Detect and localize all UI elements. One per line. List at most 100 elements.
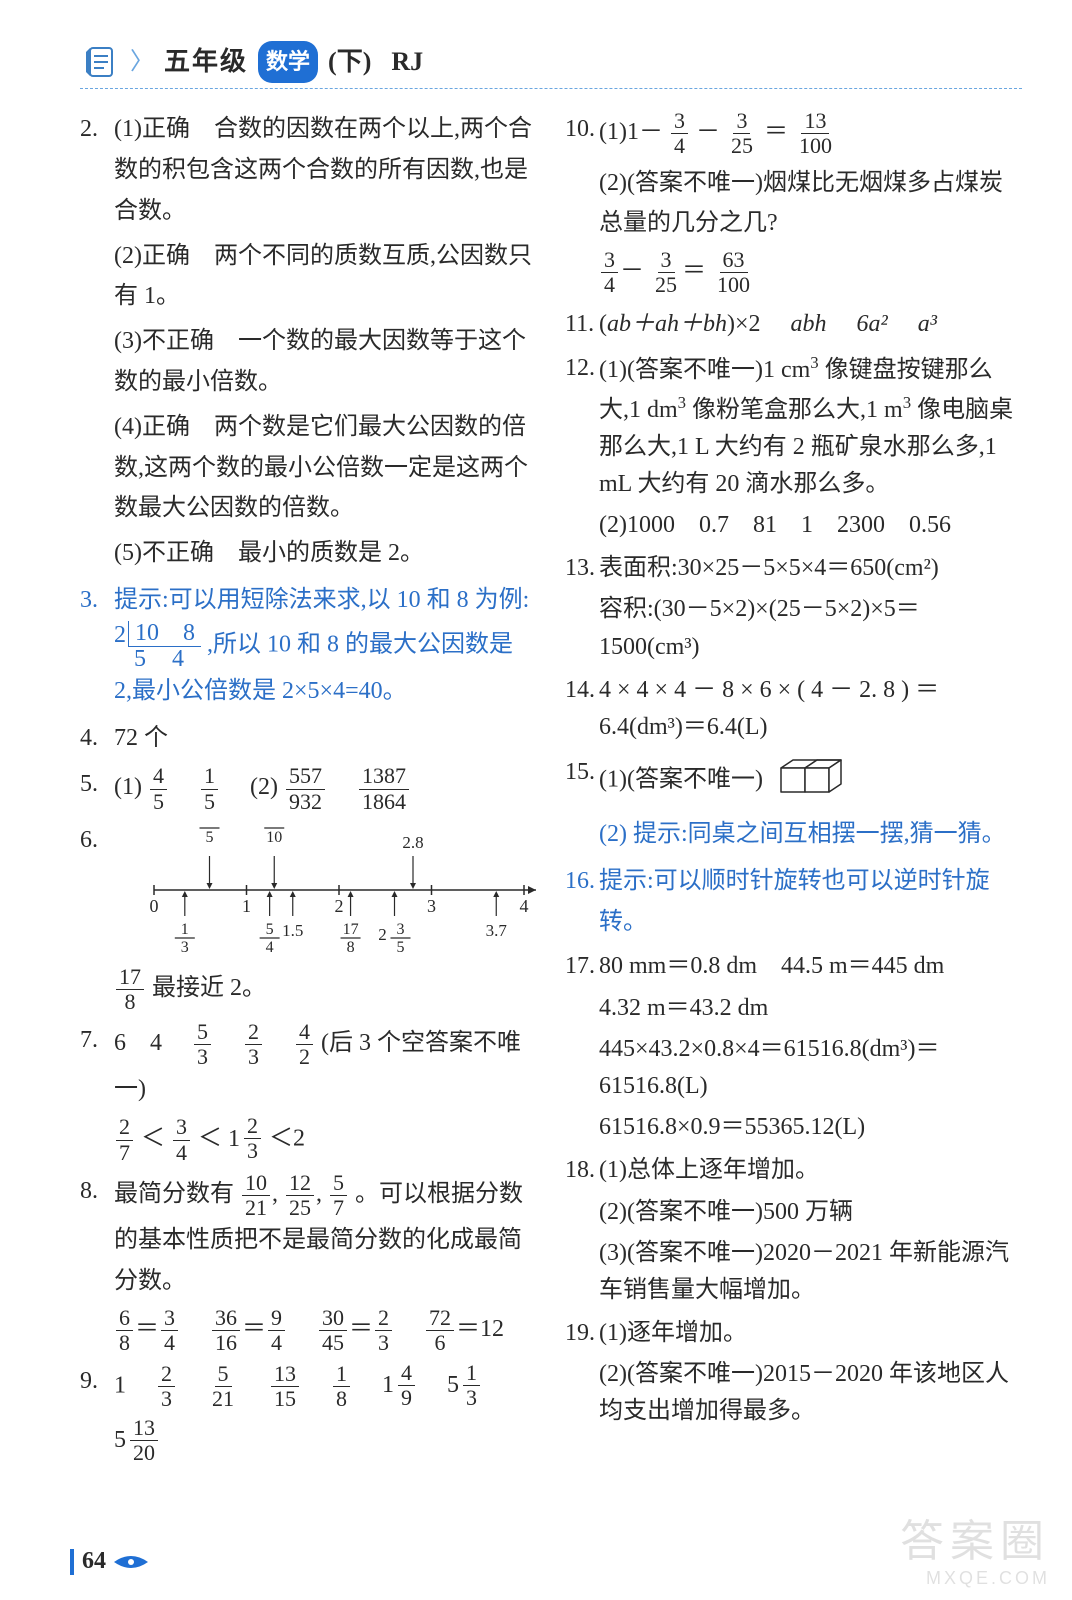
page-number: 64 [82,1541,106,1582]
fraction: 13871864 [359,764,409,813]
fraction: 13100 [796,109,835,158]
q-number: 19. [565,1315,599,1431]
q11-6a2: 6a² [857,311,888,337]
q5-lead1: (1) [114,775,142,801]
q16-text: 提示:可以顺时针旋转也可以逆时针旋转。 [599,861,1020,943]
q19-l2: (2)(答案不唯一)2015－2020 年该地区人均支出增加得最多。 [599,1356,1020,1430]
q2-1: (1)正确 合数的因数在两个以上,两个合数的积包含这两个合数的所有因数,也是合数… [114,109,535,231]
q15: 15. (1)(答案不唯一) [565,752,1020,855]
q11-expr: ab＋ah＋bh [607,311,727,337]
q13: 13. 表面积:30×25－5×5×4＝650(cm²) 容积:(30－5×2)… [565,550,1020,666]
fraction: 521 [209,1362,237,1411]
notebook-icon [80,42,120,82]
q13-l1: 表面积:30×25－5×5×4＝650(cm²) [599,550,1020,587]
q14-l1: 4 × 4 × 4 － 8 × 6 × ( 4 － 2. 8 ) ＝6.4(dm… [599,672,1020,746]
mixed-number: 123 [228,1114,263,1163]
svg-text:2: 2 [378,925,387,944]
q2-3: (3)不正确 一个数的最大因数等于这个数的最小倍数。 [114,321,535,403]
fraction: 18 [333,1362,350,1411]
q-number: 8. [80,1171,114,1355]
q13-l2: 容积:(30－5×2)×(25－5×2)×5＝1500(cm³) [599,591,1020,665]
q12: 12. (1)(答案不唯一)1 cm3 像键盘按键那么大,1 dm3 像粉笔盒那… [565,350,1020,544]
q18-l1: (1)总体上逐年增加。 [599,1152,1020,1189]
q2-2: (2)正确 两个不同的质数互质,公因数只有 1。 [114,236,535,318]
subject-pill: 数学 [258,41,318,82]
grade-label: 五年级 [164,40,248,84]
q17-l3: 445×43.2×0.8×4＝61516.8(dm³)＝61516.8(L) [599,1031,1020,1105]
footer-bar-icon [70,1549,74,1575]
left-column: 2. (1)正确 合数的因数在两个以上,两个合数的积包含这两个合数的所有因数,也… [80,109,535,1471]
q-number: 13. [565,550,599,666]
q19-l1: (1)逐年增加。 [599,1315,1020,1352]
svg-text:4: 4 [266,939,274,956]
fraction: 325 [652,248,680,297]
q3: 3. 提示:可以用短除法来求,以 10 和 8 为例: 2 10 8 5 4 ,… [80,580,535,712]
svg-text:3: 3 [397,921,405,938]
q-number: 18. [565,1152,599,1309]
q-number: 3. [80,580,114,712]
q-number: 17. [565,948,599,1146]
svg-text:4: 4 [520,896,529,916]
mixed-number: 149 [382,1361,417,1410]
fraction: 45 [150,764,167,813]
fraction: 27 [116,1115,133,1164]
svg-text:5: 5 [266,921,274,938]
q7-tail: (后 3 个空答案不唯一) [114,1030,521,1102]
fraction: 34 [161,1306,178,1355]
fraction: 1315 [271,1362,299,1411]
q5-lead2: (2) [250,775,278,801]
q2-5: (5)不正确 最小的质数是 2。 [114,533,535,574]
svg-text:1.5: 1.5 [282,921,303,940]
q2-4: (4)正确 两个数是它们最大公因数的倍数,这两个数的最小公倍数一定是这两个数最大… [114,407,535,529]
number-line: 012343513102.813541.51782353.7 [144,826,544,961]
q3-lead: 提示:可以用短除法来求,以 10 和 8 为例: [114,587,529,613]
q17-l2: 4.32 m＝43.2 dm [599,990,1020,1027]
fraction: 557932 [286,764,325,813]
svg-text:5: 5 [397,939,405,956]
q17-l1: 80 mm＝0.8 dm 44.5 m＝445 dm [599,948,1020,985]
q4: 4. 72 个 [80,718,535,759]
short-division-icon: 2 10 8 5 4 [114,621,201,671]
q-number: 9. [80,1361,114,1465]
svg-text:1: 1 [242,896,251,916]
svg-text:17: 17 [343,921,359,938]
svg-text:3: 3 [181,939,189,956]
q6: 6. 012343513102.813541.51782353.7 178 最接… [80,820,535,1014]
q18-l3: (3)(答案不唯一)2020－2021 年新能源汽车销售量大幅增加。 [599,1235,1020,1309]
q17-l4: 61516.8×0.9＝55365.12(L) [599,1109,1020,1146]
q-number: 2. [80,109,114,574]
volume-label: (下) [328,40,371,84]
q-number: 14. [565,672,599,746]
q2: 2. (1)正确 合数的因数在两个以上,两个合数的积包含这两个合数的所有因数,也… [80,109,535,574]
svg-text:0: 0 [150,896,159,916]
svg-text:5: 5 [206,829,214,846]
q9-a: 1 [114,1372,126,1398]
watermark-big: 答案圈 [900,1516,1050,1569]
q-number: 6. [80,820,114,1014]
svg-text:8: 8 [347,939,355,956]
svg-text:1: 1 [181,921,189,938]
fraction: 15 [201,764,218,813]
fraction: 57 [330,1171,347,1220]
q8-lead: 最简分数有 [114,1181,234,1207]
fraction: 53 [194,1020,211,1069]
q12-p2: (2)1000 0.7 81 1 2300 0.56 [599,507,1020,544]
q16: 16. 提示:可以顺时针旋转也可以逆时针旋转。 [565,861,1020,943]
fraction: 726 [426,1306,454,1355]
header-rangle-icon: 〉 [130,42,154,83]
fraction: 68 [116,1306,133,1355]
q11-abh: abh [791,311,827,337]
fraction: 34 [173,1115,190,1164]
edition-label: RJ [391,40,423,84]
q-number: 10. [565,109,599,297]
fraction: 63100 [714,248,753,297]
cubes-icon [773,752,853,810]
fraction: 3616 [212,1306,240,1355]
fraction: 34 [671,109,688,158]
q7-row1a: 6 4 [114,1030,162,1056]
q10: 10. (1)1－ 34 － 325 ＝ 13100 (2)(答案不唯一)烟煤比… [565,109,1020,297]
fraction: 23 [158,1362,175,1411]
q7-cmp-end: 2 [293,1126,305,1152]
page-footer: 64 [70,1541,148,1582]
q-number: 4. [80,718,114,759]
